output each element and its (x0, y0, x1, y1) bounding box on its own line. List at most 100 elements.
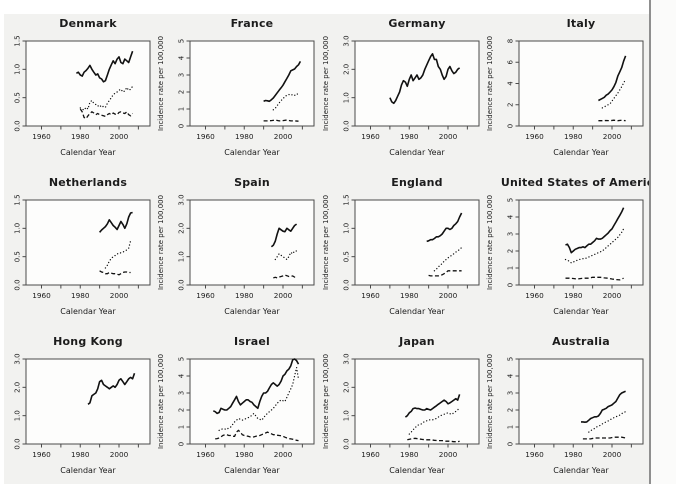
series-line-dotted (218, 367, 300, 432)
series-line-dashed (582, 436, 626, 440)
series-line-solid (213, 358, 300, 415)
y-tick-label: 0.0 (14, 279, 22, 290)
y-tick-label: 4 (506, 373, 514, 378)
series-line-dotted (408, 406, 460, 435)
x-tick-label: 1980 (400, 450, 419, 459)
x-tick-label: 1980 (400, 132, 419, 141)
y-tick-label: 4 (506, 81, 514, 86)
x-axis-label: Calendar Year (225, 307, 281, 316)
series-line-dotted (587, 411, 627, 433)
series-line-dashed (99, 270, 131, 276)
chart-israel: 1960 1980 2000 0 1 2 3 4 5 Israel Incidence rate p… (157, 335, 315, 475)
x-tick-label: 1980 (400, 291, 419, 300)
y-tick-label: 1.0 (342, 223, 350, 234)
y-tick-label: 0.0 (342, 120, 350, 131)
panel-title: Germany (388, 17, 445, 30)
x-tick-label: 1980 (71, 291, 90, 300)
plot-box (354, 358, 479, 445)
y-tick-label: 0 (506, 124, 514, 128)
window-margin-strip (651, 0, 676, 484)
series-line-solid (271, 223, 298, 248)
plot-box (518, 199, 644, 286)
chart-germany: 1960 1980 2000 0.0 1.0 2.0 3.0 Germany Incidence… (322, 17, 479, 157)
y-tick-label: 1 (178, 107, 186, 111)
x-tick-label: 1960 (361, 291, 380, 300)
y-axis-label: Incidence rate per 100,000 (157, 36, 165, 131)
y-tick-label: 5 (506, 357, 514, 361)
x-tick-label: 1960 (361, 450, 380, 459)
y-tick-label: 5 (506, 198, 514, 202)
x-tick-label: 1980 (71, 132, 90, 141)
y-tick-label: 0.0 (342, 279, 350, 290)
x-tick-label: 1960 (32, 132, 51, 141)
panel-title: Australia (552, 335, 610, 348)
y-tick-label: 1 (506, 266, 514, 270)
y-tick-label: 1.0 (342, 92, 350, 103)
panel-title: Israel (234, 335, 270, 348)
series-line-dashed (79, 108, 134, 120)
y-tick-label: 0.0 (178, 279, 186, 290)
y-tick-label: 0.0 (14, 438, 22, 449)
series-line-dashed (406, 437, 460, 443)
x-tick-label: 2000 (602, 132, 621, 141)
x-tick-label: 2000 (110, 450, 129, 459)
y-tick-label: 0 (506, 283, 514, 287)
x-axis-label: Calendar Year (553, 307, 609, 316)
y-tick-label: 0.5 (13, 251, 21, 262)
y-axis-label: Incidence rate per 100,000 (486, 36, 494, 131)
y-tick-label: 0 (506, 442, 514, 446)
y-tick-label: 1.0 (342, 410, 350, 421)
y-tick-label: 3 (506, 391, 514, 395)
y-tick-label: 0.5 (342, 251, 350, 262)
x-tick-label: 1980 (564, 450, 583, 459)
x-tick-label: 1980 (71, 450, 90, 459)
y-tick-label: 2 (178, 408, 186, 412)
chart-england: 1960 1980 2000 0.0 0.5 1.0 1.5 England Incidence… (322, 176, 479, 316)
plot-box (25, 358, 151, 445)
y-tick-label: 2.0 (342, 382, 350, 393)
y-tick-label: 2 (506, 408, 514, 412)
series-line-solid (564, 207, 625, 254)
series-line-dotted (433, 246, 462, 272)
y-tick-label: 0 (178, 442, 186, 446)
y-tick-label: 2 (506, 103, 514, 107)
y-tick-label: 0.0 (14, 120, 22, 131)
x-axis-label: Calendar Year (225, 148, 281, 157)
y-tick-label: 3 (178, 391, 186, 395)
series-line-dotted (272, 92, 300, 111)
y-tick-label: 0 (178, 124, 186, 128)
x-tick-label: 2000 (110, 132, 129, 141)
y-tick-label: 3 (178, 73, 186, 77)
x-axis-label: Calendar Year (60, 466, 116, 475)
chart-denmark: 1960198020000.00.51.01.5DenmarkIncidence… (13, 17, 151, 157)
y-tick-label: 1 (506, 425, 514, 429)
panel-title: Hong Kong (53, 335, 123, 348)
plot-box (518, 40, 644, 127)
x-tick-label: 1960 (361, 132, 380, 141)
chart-france: 1960 1980 2000 0 1 2 3 4 5 France Incidence rate p… (157, 17, 315, 157)
panel-japan: 1960 1980 2000 0.0 1.0 2.0 3.0 Japan Incidence r… (319, 332, 483, 484)
y-tick-label: 2.0 (14, 382, 22, 393)
x-tick-label: 2000 (438, 291, 457, 300)
series-line-dotted (274, 250, 298, 261)
y-tick-label: 4 (178, 373, 186, 378)
x-tick-label: 1960 (525, 450, 544, 459)
plot-box (354, 199, 479, 286)
x-tick-label: 2000 (602, 450, 621, 459)
x-tick-label: 2000 (602, 291, 621, 300)
series-line-dashed (598, 119, 626, 122)
y-tick-label: 3.0 (342, 35, 350, 46)
y-tick-label: 6 (506, 60, 514, 65)
y-tick-label: 2.0 (178, 223, 186, 234)
x-tick-label: 1980 (235, 450, 254, 459)
y-axis-label: Incidence rate per 100,000 (322, 36, 330, 131)
y-tick-label: 1.0 (14, 64, 22, 75)
y-tick-label: 3.0 (178, 194, 186, 205)
panel-germany: 1960 1980 2000 0.0 1.0 2.0 3.0 Germany Incidence… (319, 14, 483, 173)
x-tick-label: 2000 (438, 132, 457, 141)
y-tick-label: 1 (178, 425, 186, 429)
y-tick-label: 4 (178, 55, 186, 60)
series-line-solid (388, 52, 460, 105)
y-tick-label: 1.0 (178, 251, 186, 262)
